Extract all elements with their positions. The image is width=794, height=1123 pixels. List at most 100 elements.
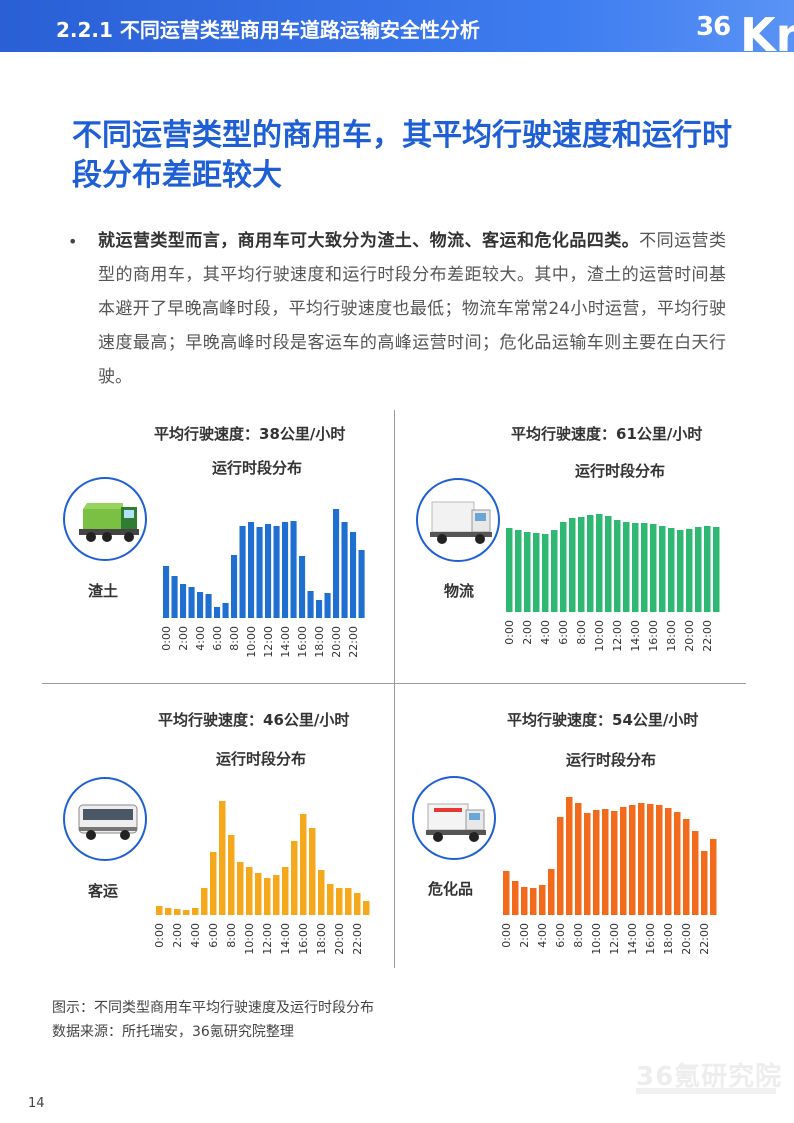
bar-19:00 (324, 593, 331, 618)
bar-17:00 (659, 526, 666, 612)
x-tick-label: 10:00 (590, 923, 603, 955)
x-tick-label: 14:00 (279, 626, 292, 658)
logo-number: 36 (696, 12, 731, 42)
horizontal-divider (42, 683, 746, 684)
bar-18:00 (665, 808, 672, 915)
chart-logistics: 0:00 2:00 4:00 6:00 8:00 10:00 12:00 14:00 16:00… (503, 514, 720, 652)
bar-23:00 (713, 527, 720, 612)
bar-16:00 (299, 556, 306, 618)
bar-1:00 (512, 881, 519, 915)
bar-22:00 (701, 851, 708, 915)
x-tick-label: 4:00 (194, 626, 207, 651)
bar-0:00 (163, 566, 170, 618)
figure-caption: 图示：不同类型商用车平均行驶速度及运行时段分布 数据来源：所托瑞安，36氪研究院… (52, 996, 374, 1044)
x-tick-label: 16:00 (297, 923, 310, 955)
bar-22:00 (350, 532, 357, 618)
bar-10:00 (248, 522, 255, 618)
x-tick-label: 20:00 (683, 620, 696, 652)
bar-12:00 (265, 524, 272, 618)
bar-9:00 (239, 526, 246, 618)
x-tick-label: 20:00 (333, 923, 346, 955)
bar-13:00 (623, 522, 630, 612)
bar-11:00 (255, 873, 262, 915)
bar-6:00 (557, 817, 564, 915)
bar-8:00 (231, 555, 238, 618)
bar-6:00 (214, 607, 221, 618)
x-tick-label: 0:00 (160, 626, 173, 651)
bar-18:00 (318, 870, 325, 915)
bar-1:00 (165, 908, 172, 915)
x-tick-label: 22:00 (347, 626, 360, 658)
bar-6:00 (210, 852, 217, 915)
x-tick-label: 4:00 (539, 620, 552, 645)
bar-7:00 (219, 801, 226, 915)
bar-3:00 (533, 533, 540, 612)
bar-10:00 (246, 867, 253, 915)
chart-hazmat: 0:00 2:00 4:00 6:00 8:00 10:00 12:00 14:00 16:00… (500, 797, 717, 955)
bar-10:00 (596, 514, 603, 612)
subtitle-passenger: 运行时段分布 (216, 750, 307, 768)
caption-data-source: 数据来源：所托瑞安，36氪研究院整理 (52, 1024, 294, 1040)
watermark-logo: 36氪研究院 (636, 1062, 783, 1092)
bar-18:00 (316, 600, 323, 618)
speed-label-hazmat: 平均行驶速度：54公里/小时 (507, 711, 699, 729)
bar-10:00 (593, 810, 600, 915)
bar-12:00 (264, 878, 271, 915)
bar-19:00 (674, 812, 681, 915)
x-tick-label: 10:00 (243, 923, 256, 955)
x-tick-label: 12:00 (262, 626, 275, 658)
bar-9:00 (584, 813, 591, 915)
x-tick-label: 16:00 (647, 620, 660, 652)
bar-5:00 (201, 888, 208, 915)
bar-11:00 (605, 516, 612, 612)
bar-20:00 (336, 888, 343, 915)
bar-13:00 (620, 807, 627, 915)
chart-passenger: 0:00 2:00 4:00 6:00 8:00 10:00 12:00 14:00 16:00… (153, 801, 370, 955)
bar-5:00 (205, 594, 212, 618)
x-tick-label: 20:00 (680, 923, 693, 955)
bar-20:00 (333, 509, 340, 618)
subtitle-dump-truck: 运行时段分布 (212, 459, 303, 477)
bar-4:00 (192, 908, 199, 915)
bar-8:00 (575, 803, 582, 915)
bar-9:00 (587, 515, 594, 612)
x-tick-label: 4:00 (536, 923, 549, 948)
paragraph-lead: 就运营类型而言，商用车可大致分为渣土、物流、客运和危化品四类。 (98, 231, 640, 251)
x-tick-label: 2:00 (171, 923, 184, 948)
bar-14:00 (632, 523, 639, 612)
bar-15:00 (291, 841, 298, 915)
x-tick-label: 2:00 (177, 626, 190, 651)
bar-15:00 (638, 803, 645, 915)
bar-14:00 (282, 867, 289, 915)
bar-2:00 (524, 532, 531, 612)
bar-2:00 (521, 887, 528, 915)
speed-label-logistics: 平均行驶速度：61公里/小时 (511, 425, 703, 443)
subtitle-hazmat: 运行时段分布 (566, 751, 657, 769)
bar-16:00 (650, 524, 657, 612)
bar-5:00 (548, 869, 555, 915)
x-tick-label: 6:00 (554, 923, 567, 948)
bar-14:00 (629, 805, 636, 915)
bar-22:00 (704, 526, 711, 612)
x-tick-label: 0:00 (503, 620, 516, 645)
bar-2:00 (174, 909, 181, 915)
bar-17:00 (309, 828, 316, 915)
bar-12:00 (611, 811, 618, 915)
x-tick-label: 10:00 (593, 620, 606, 652)
bar-1:00 (515, 530, 522, 612)
bar-8:00 (578, 517, 585, 612)
page-headline: 不同运营类型的商用车，其平均行驶速度和运行时段分布差距较大 (72, 118, 732, 193)
bar-4:00 (542, 534, 549, 612)
subtitle-logistics: 运行时段分布 (575, 462, 666, 480)
bar-23:00 (710, 839, 717, 915)
bar-13:00 (273, 875, 280, 915)
speed-label-dump-truck: 平均行驶速度：38公里/小时 (154, 425, 346, 443)
bar-22:00 (354, 893, 361, 915)
section-title: 2.2.1 不同运营类型商用车道路运输安全性分析 (56, 18, 480, 42)
watermark-underline (636, 1088, 776, 1094)
bar-11:00 (256, 527, 263, 618)
category-label-logistics: 物流 (444, 582, 475, 600)
x-tick-label: 14:00 (629, 620, 642, 652)
page-number: 14 (28, 1096, 45, 1111)
category-label-passenger: 客运 (88, 882, 119, 900)
